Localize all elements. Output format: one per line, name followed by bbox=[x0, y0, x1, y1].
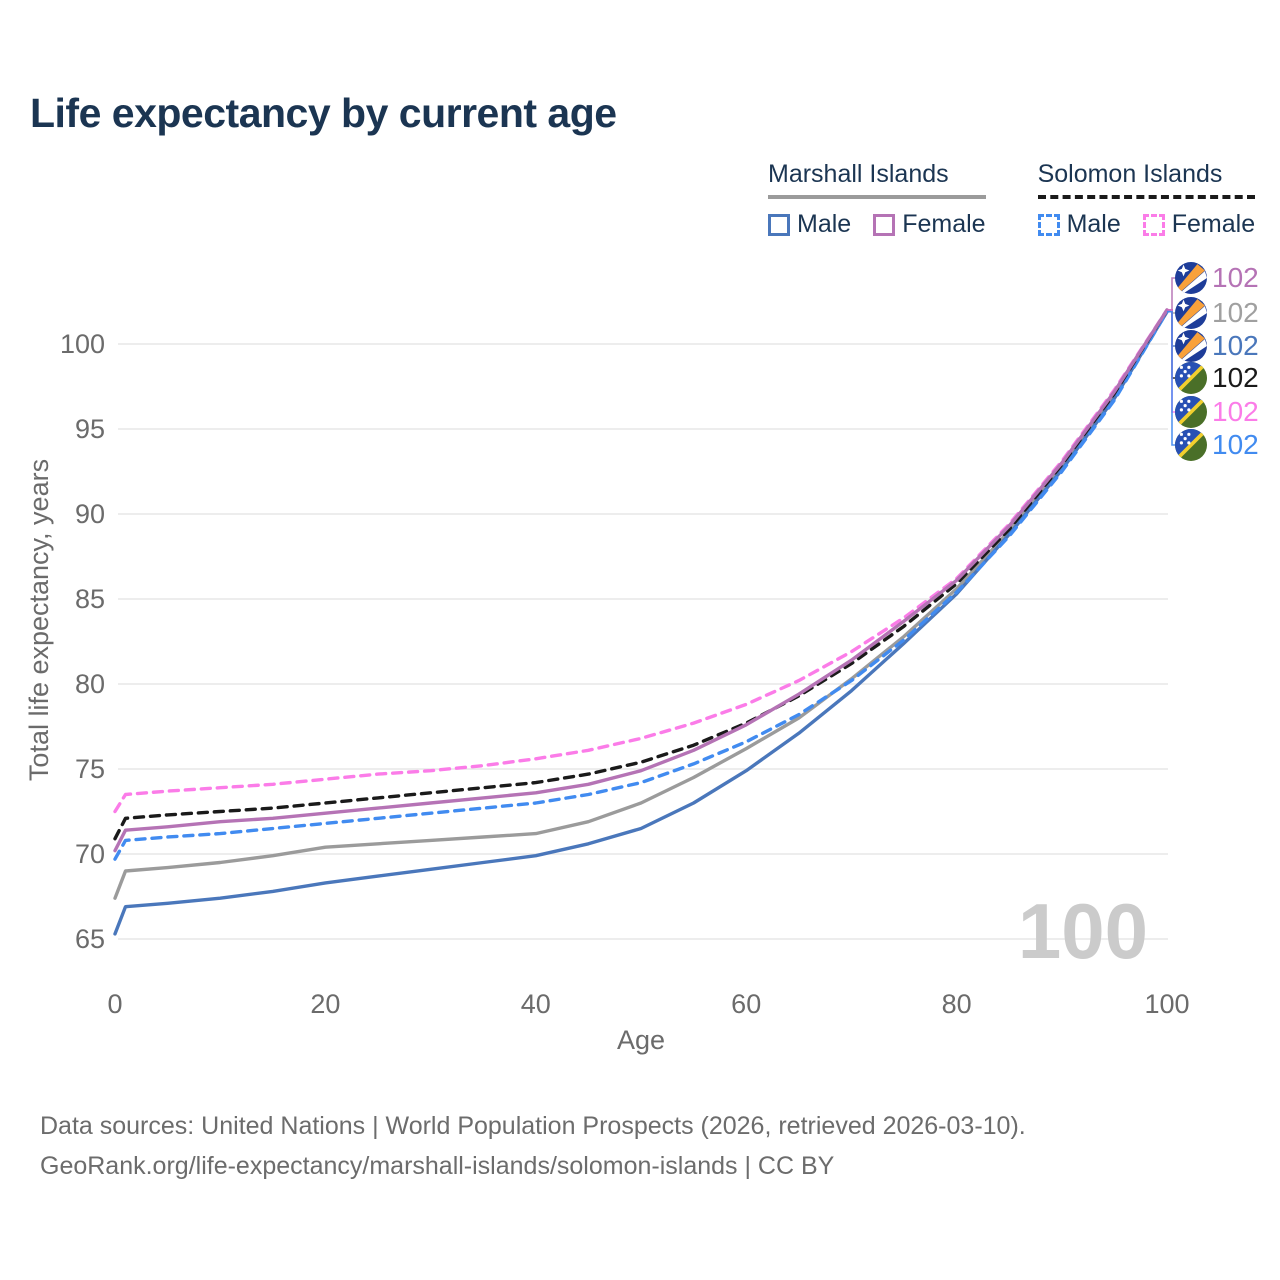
end-value-label: 102 bbox=[1212, 362, 1259, 393]
y-tick-label: 70 bbox=[75, 839, 105, 869]
legend-group-marshall-islands: Marshall Islands Male Female bbox=[768, 160, 986, 239]
page-title: Life expectancy by current age bbox=[30, 90, 617, 136]
solomon-islands-flag-icon bbox=[1175, 429, 1207, 461]
y-tick-label: 80 bbox=[75, 669, 105, 699]
legend-swatch-solid-icon bbox=[768, 213, 790, 236]
series-line-solomon-islands-male bbox=[113, 310, 1169, 861]
legend-item-label: Female bbox=[902, 210, 986, 238]
legend-item-label: Male bbox=[797, 210, 852, 238]
y-tick-label: 95 bbox=[75, 414, 105, 444]
legend-item-solomon-female[interactable]: Female bbox=[1142, 210, 1256, 239]
legend-item-label: Female bbox=[1171, 210, 1256, 238]
x-tick-label: 20 bbox=[310, 989, 340, 1019]
footer-attribution: GeoRank.org/life-expectancy/marshall-isl… bbox=[40, 1152, 835, 1180]
legend-swatch-solid-icon bbox=[873, 213, 896, 236]
y-tick-label: 90 bbox=[75, 499, 105, 529]
legend-group-solomon-islands: Solomon Islands Male Female bbox=[1037, 160, 1256, 239]
legend-item-marshall-female[interactable]: Female bbox=[873, 210, 986, 239]
end-value-label: 102 bbox=[1212, 297, 1259, 328]
x-axis-title: Age bbox=[617, 1025, 665, 1055]
end-value-label: 102 bbox=[1212, 262, 1259, 293]
y-axis-title: Total life expectancy, years bbox=[24, 459, 54, 781]
x-tick-label: 0 bbox=[107, 989, 122, 1019]
marshall-islands-flag-icon bbox=[1175, 330, 1207, 362]
end-label-leader-line bbox=[1167, 310, 1176, 446]
y-tick-label: 100 bbox=[60, 329, 105, 359]
age-watermark: 100 bbox=[1018, 887, 1148, 975]
end-value-label: 102 bbox=[1212, 396, 1259, 427]
series-line-marshall-islands-male bbox=[113, 310, 1169, 936]
end-label-leader-line bbox=[1167, 277, 1176, 311]
series-line-marshall-islands-total bbox=[113, 310, 1169, 900]
x-tick-label: 100 bbox=[1144, 989, 1189, 1019]
x-tick-label: 80 bbox=[942, 989, 972, 1019]
y-tick-label: 65 bbox=[75, 924, 105, 954]
footer-data-sources: Data sources: United Nations | World Pop… bbox=[40, 1112, 1026, 1140]
legend-group-title: Solomon Islands bbox=[1037, 160, 1256, 199]
x-tick-label: 60 bbox=[731, 989, 761, 1019]
legend-swatch-dashed-icon bbox=[1037, 213, 1060, 236]
marshall-islands-flag-icon bbox=[1175, 297, 1207, 329]
marshall-islands-flag-icon bbox=[1175, 262, 1207, 294]
footer: Data sources: United Nations | World Pop… bbox=[40, 1106, 1240, 1186]
series-line-solomon-islands-total bbox=[113, 308, 1169, 841]
end-value-label: 102 bbox=[1212, 429, 1259, 460]
x-tick-label: 40 bbox=[521, 989, 551, 1019]
end-value-label: 102 bbox=[1212, 330, 1259, 361]
solomon-islands-flag-icon bbox=[1175, 396, 1207, 428]
legend-group-title: Marshall Islands bbox=[768, 160, 986, 199]
legend-swatch-dashed-icon bbox=[1142, 213, 1165, 236]
y-tick-label: 75 bbox=[75, 754, 105, 784]
legend-item-label: Male bbox=[1066, 210, 1121, 238]
legend: Marshall Islands Male Female Solomon Island… bbox=[768, 160, 1256, 239]
solomon-islands-flag-icon bbox=[1175, 362, 1207, 394]
series-line-solomon-islands-female bbox=[113, 308, 1169, 814]
legend-item-solomon-male[interactable]: Male bbox=[1037, 210, 1121, 239]
legend-item-marshall-male[interactable]: Male bbox=[768, 210, 851, 239]
y-tick-label: 85 bbox=[75, 584, 105, 614]
series-line-marshall-islands-female bbox=[113, 308, 1169, 853]
